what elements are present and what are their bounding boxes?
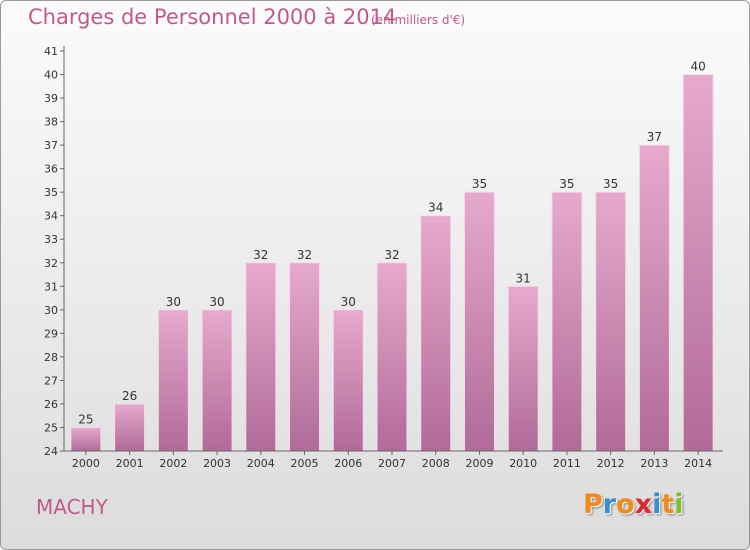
bar [376,262,408,452]
x-tick-label: 2003 [203,457,231,470]
bar-value-label: 37 [647,130,662,144]
y-tick-label: 31 [44,280,58,293]
x-tick-label: 2000 [72,457,100,470]
y-tick-label: 29 [44,327,58,340]
bar [70,426,102,452]
bar-value-label: 32 [253,248,268,262]
bar [157,309,189,452]
bar [201,309,233,452]
bar-value-label: 31 [516,271,531,285]
y-tick-label: 41 [44,45,58,58]
bar [638,144,670,452]
y-tick-label: 38 [44,116,58,129]
bar-value-label: 26 [122,389,137,403]
bar [463,191,495,452]
y-tick-label: 40 [44,69,58,82]
y-tick-label: 36 [44,163,58,176]
bar-value-label: 35 [603,177,618,191]
bar [682,74,714,452]
y-tick-label: 26 [44,398,58,411]
y-tick-label: 25 [44,421,58,434]
bar [332,309,364,452]
bar-value-label: 30 [166,295,181,309]
bar-value-label: 32 [384,248,399,262]
x-tick-label: 2002 [159,457,187,470]
chart-subtitle: (en milliers d'€) [371,13,466,27]
x-tick-label: 2001 [116,457,144,470]
x-tick-label: 2010 [509,457,537,470]
y-tick-label: 39 [44,92,58,105]
x-tick-label: 2009 [465,457,493,470]
bar-value-label: 25 [78,412,93,426]
chart-title: Charges de Personnel 2000 à 2014 [28,5,397,29]
proxiti-logo: Proxiti [583,489,684,520]
commune-name: MACHY [36,495,108,519]
y-tick-label: 37 [44,139,58,152]
y-tick-label: 24 [44,445,58,458]
bar [551,191,583,452]
x-tick-label: 2004 [247,457,275,470]
x-tick-label: 2007 [378,457,406,470]
x-tick-label: 2011 [553,457,581,470]
x-tick-label: 2006 [334,457,362,470]
bar-value-label: 30 [209,295,224,309]
bar [289,262,321,452]
bar-value-label: 35 [472,177,487,191]
y-tick-label: 32 [44,257,58,270]
x-tick-label: 2008 [422,457,450,470]
bar [595,191,627,452]
bar-value-label: 40 [690,60,705,74]
y-tick-label: 34 [44,210,58,223]
x-tick-label: 2012 [597,457,625,470]
y-tick-label: 28 [44,351,58,364]
bar [245,262,277,452]
bar-value-label: 30 [341,295,356,309]
x-tick-label: 2014 [684,457,712,470]
y-tick-label: 30 [44,304,58,317]
x-tick-label: 2005 [291,457,319,470]
bar [507,285,539,452]
bar [420,215,452,452]
y-tick-label: 27 [44,374,58,387]
bar-value-label: 32 [297,248,312,262]
bar-value-label: 35 [559,177,574,191]
x-tick-label: 2013 [640,457,668,470]
y-tick-label: 35 [44,186,58,199]
y-tick-label: 33 [44,233,58,246]
bar-value-label: 34 [428,201,443,215]
bar [114,403,146,452]
